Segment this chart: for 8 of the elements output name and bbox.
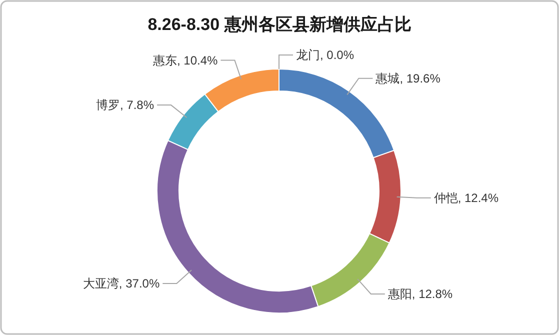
slice-label: 博罗, 7.8% xyxy=(96,98,154,112)
chart-title: 8.26-8.30 惠州各区县新增供应占比 xyxy=(148,15,412,34)
slice-label: 大亚湾, 37.0% xyxy=(82,276,160,291)
slice-label: 惠阳, 12.8% xyxy=(386,286,453,301)
slice-label: 惠东, 10.4% xyxy=(152,53,218,68)
slice-label: 惠城, 19.6% xyxy=(374,71,441,86)
slice-label: 仲恺, 12.4% xyxy=(434,190,499,205)
legend-label: 龙门, 0.0% xyxy=(296,48,354,62)
